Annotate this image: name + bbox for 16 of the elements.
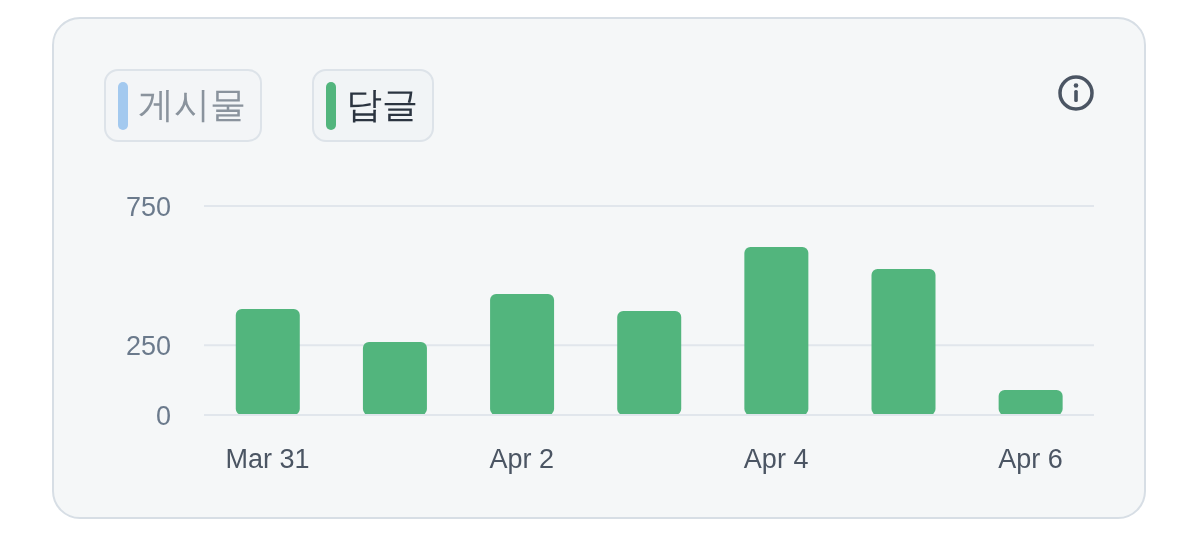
bar <box>235 309 300 415</box>
bar <box>998 389 1063 415</box>
y-tick-label: 0 <box>155 401 171 431</box>
bar <box>362 341 427 415</box>
y-tick-label: 250 <box>125 331 171 362</box>
bar <box>871 268 936 415</box>
legend-label: 게시물 <box>138 83 246 127</box>
bar <box>744 246 809 415</box>
x-tick-label: Mar 31 <box>225 444 310 474</box>
bar <box>490 294 555 415</box>
x-tick-label: Apr 6 <box>998 444 1063 474</box>
x-tick-label: Apr 2 <box>489 444 555 474</box>
y-tick-label: 750 <box>125 192 171 222</box>
x-tick-label: Apr 4 <box>743 444 809 474</box>
bar <box>617 311 682 415</box>
legend-label: 답글 <box>346 83 418 127</box>
